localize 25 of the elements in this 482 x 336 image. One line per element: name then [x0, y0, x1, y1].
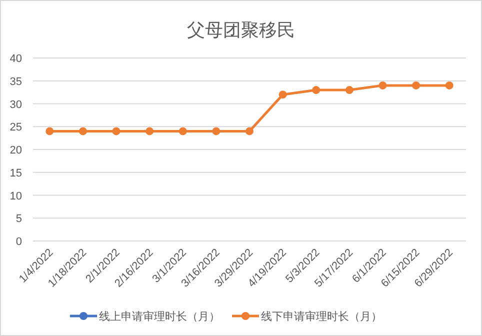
point [378, 81, 387, 90]
point [445, 81, 454, 90]
point [278, 90, 287, 99]
point [46, 127, 54, 136]
point [178, 127, 187, 136]
point [312, 86, 320, 94]
y-tick-label: 35 [10, 76, 22, 88]
point [345, 86, 354, 94]
y-tick-label: 25 [10, 122, 22, 134]
point [212, 127, 220, 136]
y-tick-label: 20 [10, 144, 22, 156]
chart-title: 父母团聚移民 [187, 20, 295, 40]
y-tick-label: 40 [10, 53, 22, 65]
legend-label: 线下申请审理时长（月） [261, 310, 382, 323]
y-tick-label: 0 [16, 236, 22, 248]
y-tick-label: 5 [16, 213, 22, 226]
point [78, 127, 87, 136]
point [112, 127, 120, 136]
y-tick-label: 30 [10, 98, 22, 111]
y-tick-label: 10 [10, 190, 22, 202]
y-tick-label: 15 [10, 167, 22, 180]
point [146, 127, 154, 136]
point [246, 127, 254, 136]
point [412, 81, 420, 90]
legend-label: 线上申请审理时长（月） [99, 310, 220, 323]
